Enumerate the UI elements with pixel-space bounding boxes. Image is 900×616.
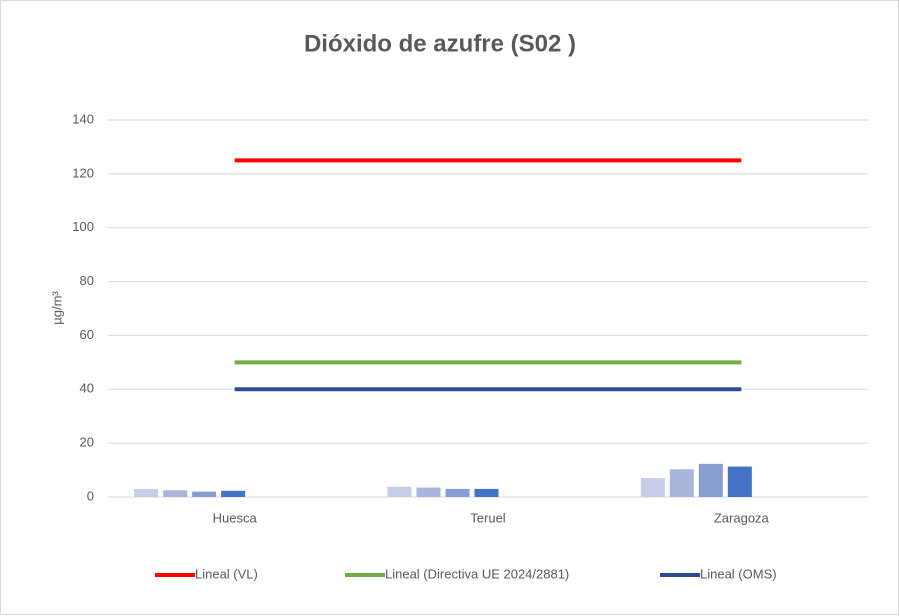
y-tick-label: 0 bbox=[87, 488, 94, 503]
bar bbox=[416, 487, 441, 497]
y-tick-label: 80 bbox=[80, 273, 94, 288]
x-tick-label: Teruel bbox=[470, 510, 506, 525]
legend-label: Lineal (Directiva UE 2024/2881) bbox=[385, 566, 569, 581]
y-tick-label: 40 bbox=[80, 381, 94, 396]
bar bbox=[474, 488, 499, 497]
legend-label: Lineal (OMS) bbox=[700, 566, 777, 581]
bar bbox=[669, 469, 694, 497]
bar bbox=[387, 486, 412, 497]
y-tick-label: 20 bbox=[80, 435, 94, 450]
bar bbox=[163, 490, 188, 497]
bar bbox=[640, 478, 665, 497]
x-tick-label: Zaragoza bbox=[714, 510, 770, 525]
legend-label: Lineal (VL) bbox=[195, 566, 258, 581]
bar bbox=[727, 466, 752, 497]
chart-title: Dióxido de azufre (S02 ) bbox=[304, 30, 576, 57]
y-tick-label: 140 bbox=[72, 111, 94, 126]
bar bbox=[192, 491, 217, 497]
bar bbox=[698, 463, 723, 497]
bar bbox=[445, 488, 470, 497]
y-tick-label: 60 bbox=[80, 327, 94, 342]
y-axis-label: µg/m³ bbox=[49, 291, 64, 325]
bar bbox=[134, 488, 159, 497]
y-tick-label: 120 bbox=[72, 165, 94, 180]
y-tick-label: 100 bbox=[72, 219, 94, 234]
bar bbox=[221, 490, 246, 497]
x-tick-label: Huesca bbox=[213, 510, 258, 525]
